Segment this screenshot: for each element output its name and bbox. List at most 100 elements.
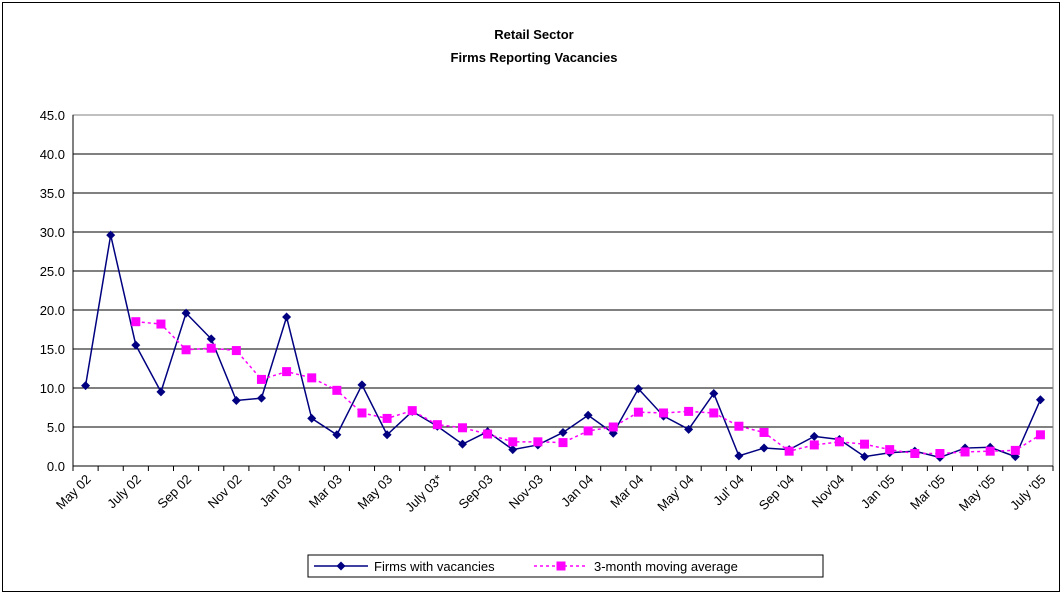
- data-point: [206, 343, 216, 353]
- plot-border: [72, 114, 1054, 467]
- data-point: [935, 449, 945, 459]
- y-tick-label: 25.0: [40, 264, 65, 279]
- data-point: [583, 410, 593, 420]
- x-tick-label: Jul' 04: [710, 472, 747, 509]
- data-point: [558, 427, 568, 437]
- data-point: [885, 445, 895, 455]
- data-point: [106, 230, 116, 240]
- data-point: [759, 443, 769, 453]
- data-point: [382, 430, 392, 440]
- data-point: [332, 430, 342, 440]
- data-point: [508, 437, 518, 447]
- y-tick-label: 40.0: [40, 147, 65, 162]
- data-point: [608, 422, 618, 432]
- data-point: [583, 426, 593, 436]
- x-tick-label: May '05: [956, 472, 999, 515]
- x-tick-label: Nov-03: [506, 472, 546, 512]
- x-tick-label: May 03: [354, 472, 395, 513]
- data-point: [307, 373, 317, 383]
- data-point: [709, 388, 719, 398]
- data-point: [684, 424, 694, 434]
- data-point: [156, 319, 166, 329]
- x-tick-label: Mar 04: [607, 472, 646, 511]
- x-tick-label: Mar '05: [907, 472, 948, 513]
- data-point: [357, 408, 367, 418]
- data-point: [382, 413, 392, 423]
- data-point: [784, 446, 794, 456]
- data-point: [457, 439, 467, 449]
- x-tick-label: Nov'04: [809, 472, 848, 511]
- data-point: [206, 334, 216, 344]
- x-tick-label: Jan 03: [256, 472, 294, 510]
- y-tick-label: 10.0: [40, 381, 65, 396]
- data-point: [834, 437, 844, 447]
- data-point: [256, 393, 266, 403]
- data-point: [633, 384, 643, 394]
- data-point: [131, 340, 141, 350]
- series-line: [84, 234, 1042, 459]
- x-tick-label: Sep-03: [455, 472, 495, 512]
- data-point: [181, 308, 191, 318]
- x-tick-label: July 02: [104, 472, 144, 512]
- x-tick-label: Jan 04: [558, 472, 596, 510]
- x-tick-label: Sep 02: [154, 472, 194, 512]
- line-chart: Retail Sector Firms Reporting Vacancies …: [40, 27, 1054, 578]
- legend-label: 3-month moving average: [594, 559, 738, 574]
- y-tick-label: 45.0: [40, 108, 65, 123]
- data-point: [633, 407, 643, 417]
- data-point: [533, 437, 543, 447]
- data-point: [910, 449, 920, 459]
- data-point: [985, 446, 995, 456]
- data-point: [307, 413, 317, 423]
- series-2: [131, 317, 1045, 459]
- data-point: [759, 427, 769, 437]
- x-tick-label: Nov 02: [205, 472, 245, 512]
- data-point: [181, 345, 191, 355]
- data-point: [332, 385, 342, 395]
- chart-subtitle: Firms Reporting Vacancies: [451, 50, 618, 65]
- y-tick-label: 0.0: [47, 459, 65, 474]
- x-tick-label: Sep '04: [756, 472, 797, 513]
- data-point: [1035, 395, 1045, 405]
- data-point: [1035, 430, 1045, 440]
- data-point: [684, 406, 694, 416]
- data-point: [81, 381, 91, 391]
- data-point: [357, 380, 367, 390]
- data-point: [231, 395, 241, 405]
- plot-area: 0.0 5.0 10.0 15.0 20.0 25.0 30.0 35.0 40.0 45.0 Ma…: [40, 108, 1054, 515]
- legend-marker: [556, 561, 566, 571]
- legend-item-1: Firms with vacancies: [314, 559, 495, 574]
- y-tick-label: 15.0: [40, 342, 65, 357]
- legend-marker: [336, 561, 346, 571]
- legend: Firms with vacancies 3-month moving avera…: [307, 554, 824, 578]
- data-point: [256, 374, 266, 384]
- data-point: [432, 420, 442, 430]
- data-point: [734, 451, 744, 461]
- data-point: [734, 421, 744, 431]
- data-point: [231, 346, 241, 356]
- data-point: [131, 317, 141, 327]
- data-point: [809, 431, 819, 441]
- data-point: [407, 406, 417, 416]
- data-point: [282, 312, 292, 322]
- data-point: [156, 387, 166, 397]
- data-point: [960, 447, 970, 457]
- x-tick-label: July 03*: [402, 472, 445, 515]
- y-tick-label: 30.0: [40, 225, 65, 240]
- x-tick-label: Mar 03: [306, 472, 345, 511]
- x-tick-label: Jan '05: [858, 472, 898, 512]
- x-tick-label: May 02: [53, 472, 94, 513]
- chart-title: Retail Sector: [494, 27, 573, 42]
- data-point: [457, 423, 467, 433]
- data-point: [508, 445, 518, 455]
- y-tick-label: 35.0: [40, 186, 65, 201]
- x-tick-label: May' 04: [654, 472, 697, 515]
- data-point: [282, 367, 292, 377]
- data-point: [709, 408, 719, 418]
- y-tick-label: 5.0: [47, 420, 65, 435]
- data-point: [809, 440, 819, 450]
- data-point: [1010, 445, 1020, 455]
- data-point: [659, 408, 669, 418]
- legend-item-2: 3-month moving average: [534, 559, 738, 574]
